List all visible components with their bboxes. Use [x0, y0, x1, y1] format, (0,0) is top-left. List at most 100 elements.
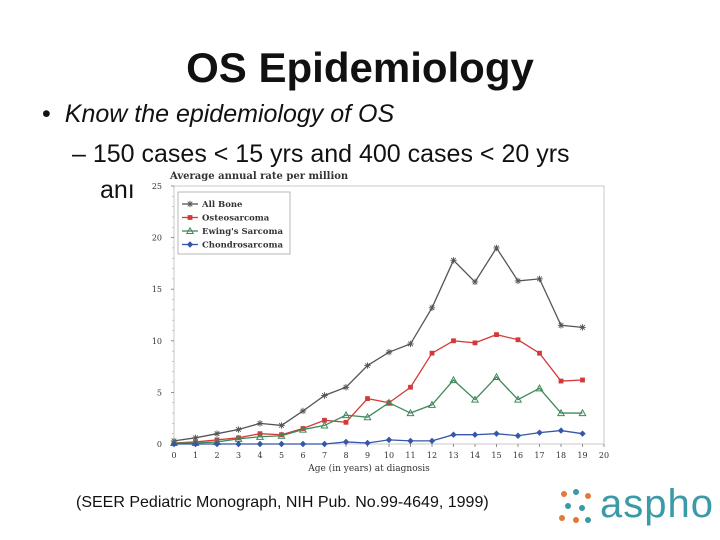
series-0-point: [579, 324, 586, 331]
series-2-point: [578, 408, 587, 417]
series-1-point: [214, 437, 220, 443]
logo-text: aspho: [600, 482, 714, 526]
series-0-point: [192, 434, 199, 442]
series-3-point: [450, 431, 457, 438]
x-tick-label: 19: [577, 451, 587, 460]
series-3-point: [407, 437, 414, 445]
series-1-point: [580, 377, 585, 383]
sub-bullet-line1: – 150 cases < 15 yrs and 400 cases < 20 …: [72, 140, 570, 168]
series-3-point: [342, 438, 350, 446]
legend-swatch-marker: [185, 226, 195, 235]
x-tick-label: 5: [279, 451, 284, 460]
series-0-point: [471, 278, 479, 286]
bullet-text: Know the epidemiology of OS: [64, 100, 395, 128]
series-1-point: [322, 417, 327, 423]
series-3-point: [256, 440, 264, 448]
series-2-point: [449, 375, 458, 384]
x-tick-label: 3: [236, 451, 241, 460]
series-2-point: [277, 431, 286, 439]
legend-swatch-marker: [187, 215, 193, 220]
y-tick-label: 5: [157, 388, 162, 397]
series-3-point: [428, 437, 436, 445]
series-line-3: [174, 429, 583, 445]
series-2-point: [255, 432, 265, 440]
legend-entry: Ewing's Sarcoma: [202, 227, 283, 237]
series-0-point: [256, 420, 264, 427]
bullet-item: • Know the epidemiology of OS: [42, 100, 394, 129]
sub-bullet-line2: anı: [100, 176, 135, 204]
series-1-point: [429, 350, 435, 356]
series-2-point: [492, 372, 501, 380]
series-1-point: [515, 337, 521, 343]
series-2-point: [470, 395, 480, 403]
series-0-point: [493, 244, 500, 252]
series-0-point: [385, 348, 393, 356]
x-tick-label: 20: [599, 451, 609, 460]
series-3-point: [299, 440, 307, 448]
series-3-point: [471, 431, 479, 438]
series-1-point: [537, 350, 542, 356]
series-1-point: [558, 378, 564, 384]
x-tick-label: 9: [365, 451, 370, 460]
series-0-point: [321, 392, 328, 399]
series-0-point: [407, 340, 414, 348]
legend-entry: All Bone: [201, 200, 243, 210]
aspho-logo: aspho: [556, 482, 714, 532]
series-3-point: [514, 432, 522, 439]
series-1-point: [279, 432, 284, 438]
series-1-point: [472, 340, 478, 346]
x-tick-label: 14: [470, 451, 480, 460]
y-tick-label: 0: [157, 440, 162, 449]
x-tick-label: 8: [343, 451, 348, 460]
bullet-dot-icon: •: [42, 100, 51, 128]
page-title: OS Epidemiology: [186, 44, 534, 91]
series-2-point: [341, 410, 351, 419]
x-tick-label: 1: [193, 451, 198, 460]
series-3-point: [278, 440, 285, 448]
series-1-point: [236, 435, 241, 441]
series-3-point: [321, 440, 328, 448]
x-tick-label: 18: [556, 451, 566, 460]
x-tick-label: 10: [384, 451, 394, 460]
x-tick-label: 4: [257, 451, 262, 460]
incidence-line-chart: Average annual rate per million051015202…: [152, 171, 609, 473]
series-line-2: [174, 375, 583, 444]
y-tick-label: 25: [152, 182, 162, 191]
citation: (SEER Pediatric Monograph, NIH Pub. No.9…: [76, 494, 489, 511]
x-tick-label: 13: [448, 451, 458, 460]
series-3-point: [536, 429, 543, 436]
x-tick-label: 15: [491, 451, 501, 460]
series-line-1: [173, 333, 583, 444]
series-0-point: [299, 407, 307, 415]
series-2-point: [406, 408, 415, 417]
series-2-point: [427, 400, 437, 408]
series-0-point: [364, 362, 371, 369]
series-0-point: [342, 384, 350, 391]
legend-entry: Chondrosarcoma: [202, 241, 283, 251]
series-3-point: [579, 430, 586, 437]
series-2-point: [535, 384, 544, 392]
x-tick-label: 12: [427, 451, 437, 460]
series-1-point: [451, 338, 456, 344]
series-0-point: [450, 257, 457, 264]
series-0-point: [536, 275, 543, 283]
x-tick-label: 2: [214, 451, 219, 460]
series-2-point: [298, 425, 308, 433]
series-1-point: [343, 419, 349, 425]
legend-box: [177, 191, 291, 255]
x-tick-label: 7: [322, 451, 327, 460]
series-3-point: [364, 439, 371, 447]
series-1-point: [365, 396, 370, 401]
y-tick-label: 10: [152, 337, 162, 346]
series-0-point: [514, 277, 522, 285]
chart-image: Average annual rate per million 0 5 10 15 20 2…: [142, 168, 620, 473]
aspho-dots-icon: [559, 489, 591, 523]
series-0-point: [235, 426, 242, 433]
x-tick-label: 16: [513, 451, 523, 460]
series-0-point: [428, 304, 436, 311]
series-3-point: [557, 427, 565, 434]
x-tick-label: 11: [405, 451, 415, 460]
series-line-0: [173, 246, 583, 442]
y-tick-label: 15: [152, 285, 162, 294]
series-1-point: [494, 332, 499, 338]
